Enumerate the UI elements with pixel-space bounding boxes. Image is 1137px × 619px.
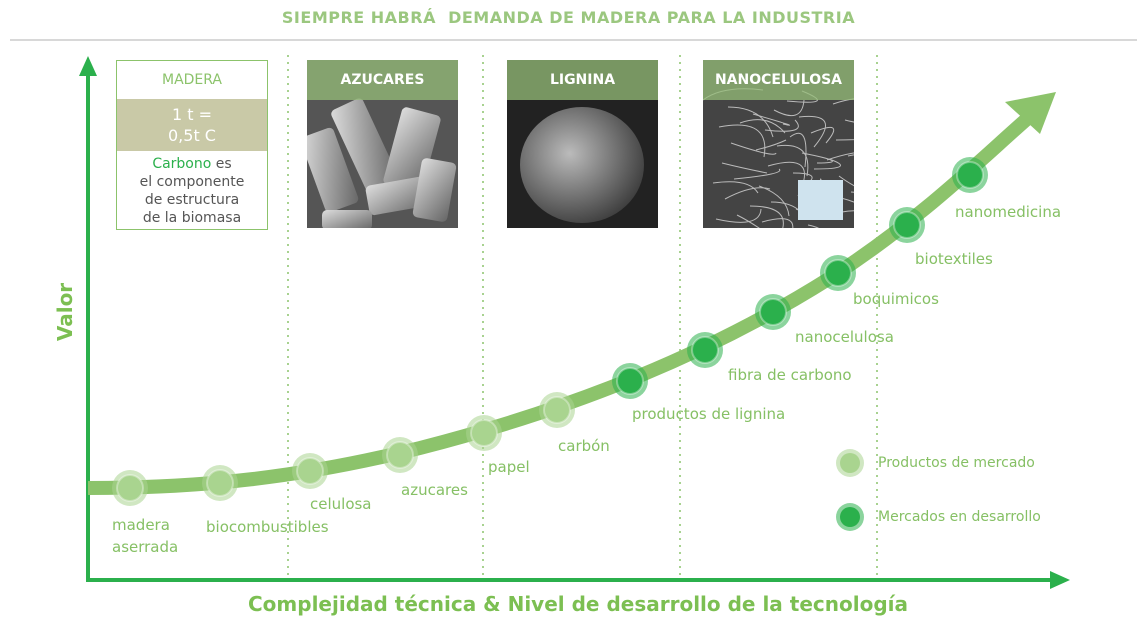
title: SIEMPRE HABRÁ DEMANDA DE MADERA PARA LA … bbox=[0, 8, 1137, 27]
node bbox=[117, 475, 143, 501]
inset-note bbox=[798, 180, 843, 220]
y-axis-arrow bbox=[79, 56, 97, 76]
legend-swatch bbox=[840, 507, 860, 527]
madera-ratio: 1 t = 0,5t C bbox=[117, 99, 267, 151]
node bbox=[471, 420, 497, 446]
legend-label: Mercados en desarrollo bbox=[878, 506, 1041, 528]
legend-swatch bbox=[840, 453, 860, 473]
legend-label: Productos de mercado bbox=[878, 452, 1035, 474]
node bbox=[825, 260, 851, 286]
node-label: productos de lignina bbox=[632, 403, 785, 425]
madera-title: MADERA bbox=[117, 61, 267, 99]
node-label: boquimicos bbox=[853, 288, 939, 310]
note-highlight: Carbono bbox=[152, 156, 211, 172]
photo-label: AZUCARES bbox=[307, 60, 458, 100]
madera-note: Carbono es el componente de estructura d… bbox=[117, 151, 267, 227]
x-axis-arrow bbox=[1050, 571, 1070, 589]
photo-label: LIGNINA bbox=[507, 60, 658, 100]
y-axis-label: Valor bbox=[53, 267, 77, 357]
node bbox=[957, 162, 983, 188]
madera-box: MADERA 1 t = 0,5t C Carbono es el compon… bbox=[116, 60, 268, 230]
node-label: celulosa bbox=[310, 493, 372, 515]
node-label: biotextiles bbox=[915, 248, 993, 270]
node bbox=[387, 442, 413, 468]
photo-panel: NANOCELULOSA bbox=[703, 60, 854, 228]
node bbox=[692, 337, 718, 363]
node-label: fibra de carbono bbox=[728, 364, 852, 386]
node bbox=[760, 299, 786, 325]
node-label: carbón bbox=[558, 435, 610, 457]
node bbox=[894, 212, 920, 238]
photo-panel: LIGNINA bbox=[507, 60, 658, 228]
node bbox=[617, 368, 643, 394]
node-label: biocombustibles bbox=[206, 516, 329, 538]
node bbox=[297, 458, 323, 484]
node bbox=[544, 397, 570, 423]
photo-label: NANOCELULOSA bbox=[703, 60, 854, 100]
node-label: nanocelulosa bbox=[795, 326, 894, 348]
diagram: SIEMPRE HABRÁ DEMANDA DE MADERA PARA LA … bbox=[0, 0, 1137, 619]
x-axis-label: Complejidad técnica & Nivel de desarroll… bbox=[88, 592, 1068, 616]
particle bbox=[520, 107, 644, 223]
photo-panel: AZUCARES bbox=[307, 60, 458, 228]
node-label: azucares bbox=[401, 479, 468, 501]
node-label: madera aserrada bbox=[112, 514, 178, 558]
node-label: papel bbox=[488, 456, 530, 478]
crystal bbox=[322, 210, 372, 228]
node bbox=[207, 470, 233, 496]
node-label: nanomedicina bbox=[955, 201, 1061, 223]
